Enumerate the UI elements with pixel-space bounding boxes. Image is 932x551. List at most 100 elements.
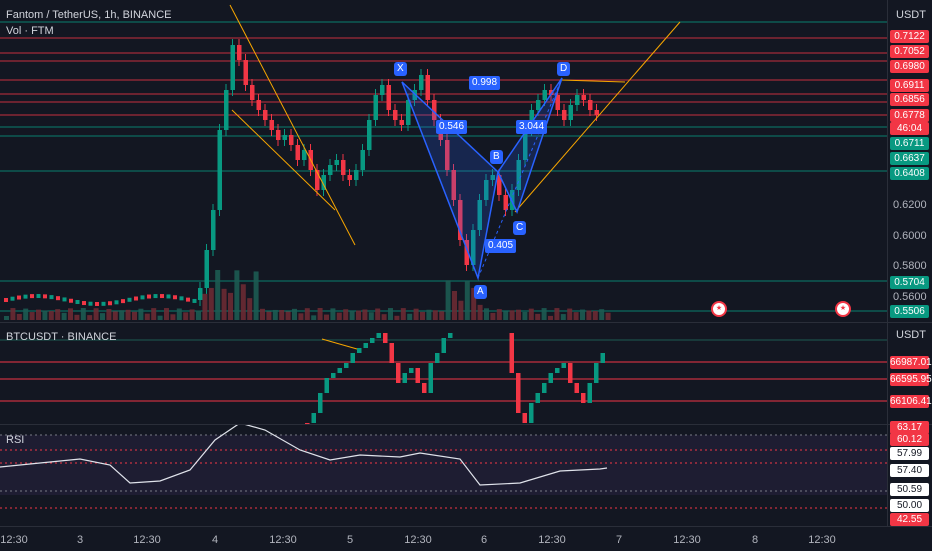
btc-price-axis[interactable]: USDT 66987.01 66595.95 66106.41: [887, 323, 932, 424]
candle: [43, 294, 47, 299]
volume-bar: [458, 300, 464, 320]
candle: [542, 90, 547, 100]
volume-bar: [394, 315, 400, 320]
us-flag-icon[interactable]: ★: [835, 301, 851, 317]
candle: [237, 45, 242, 60]
volume-bar: [509, 310, 515, 320]
price-label-3: 0.6911: [890, 79, 929, 92]
btc-currency-label[interactable]: USDT: [896, 329, 926, 341]
candle: [211, 210, 216, 250]
pattern-point-c: C: [513, 221, 527, 235]
candle: [419, 75, 424, 90]
candle: [581, 95, 586, 100]
pattern-point-b: B: [490, 150, 503, 164]
btc-trendline: [321, 338, 358, 350]
main-price-axis[interactable]: USDT 0.7122 0.7052 0.6980 0.6911 0.6856 …: [887, 0, 932, 322]
price-tick-0580: 0.5800: [893, 260, 927, 272]
volume-bar: [298, 313, 304, 320]
btc-candle: [363, 343, 368, 348]
pattern-xab: [401, 81, 499, 281]
btc-candle: [305, 423, 310, 424]
rsi-pane[interactable]: RSI: [0, 425, 887, 526]
volume-bar: [560, 314, 566, 320]
volume-legend[interactable]: Vol · FTM: [6, 25, 54, 37]
candle: [276, 130, 281, 140]
rsi-label-3: 57.40: [890, 464, 929, 477]
volume-bar: [253, 271, 259, 320]
candle: [477, 200, 482, 230]
volume-bar: [189, 309, 195, 320]
pattern-dash: [401, 81, 499, 173]
currency-label[interactable]: USDT: [896, 9, 926, 21]
volume-bar: [119, 310, 125, 320]
volume-bar: [496, 309, 502, 320]
volume-bar: [247, 298, 253, 320]
candle: [510, 190, 515, 210]
btc-legend[interactable]: BTCUSDT · BINANCE: [6, 331, 117, 343]
btc-candle: [435, 353, 440, 363]
candle: [432, 100, 437, 120]
candle: [425, 75, 430, 100]
volume-bar: [183, 312, 189, 320]
btc-candle: [409, 368, 414, 373]
btc-chart[interactable]: [0, 323, 887, 424]
price-label-10: 0.5704: [890, 276, 929, 289]
volume-bar: [516, 309, 521, 320]
pane-separator[interactable]: [0, 424, 932, 425]
candle: [386, 85, 391, 110]
volume-bar: [48, 311, 54, 320]
main-chart-pane[interactable]: Fantom / TetherUS, 1h, BINANCE Vol · FTM…: [0, 0, 887, 322]
main-chart[interactable]: [0, 0, 887, 322]
countdown-label: 46:04: [890, 122, 929, 135]
btc-candle: [568, 363, 573, 383]
candle: [315, 170, 320, 190]
volume-bar: [343, 309, 349, 320]
time-label: 6: [480, 534, 488, 546]
pattern-point-x: X: [394, 62, 407, 76]
volume-bar: [10, 308, 16, 320]
volume-bar: [170, 314, 176, 320]
btc-candle: [548, 373, 553, 383]
rsi-legend[interactable]: RSI: [6, 434, 25, 446]
pattern-point-a: A: [474, 285, 487, 299]
us-flag-icon[interactable]: ★: [711, 301, 727, 317]
btc-pane[interactable]: BTCUSDT · BINANCE: [0, 323, 887, 424]
rsi-label-1: 60.12: [890, 433, 929, 446]
candle: [166, 294, 171, 299]
candle: [536, 100, 541, 110]
candle: [393, 110, 398, 120]
btc-candle: [370, 338, 375, 343]
volume-bar: [528, 308, 534, 320]
volume-bar: [362, 309, 368, 320]
btc-candle: [331, 373, 336, 378]
candle: [367, 120, 372, 150]
volume-bar: [260, 308, 265, 320]
volume-bar: [279, 310, 285, 320]
candle: [153, 294, 158, 299]
candle: [217, 130, 222, 210]
btc-candle: [344, 363, 349, 368]
rsi-chart[interactable]: [0, 425, 887, 526]
volume-bar: [74, 314, 80, 320]
rsi-label-6: 42.55: [890, 513, 929, 526]
rsi-label-2: 57.99: [890, 447, 929, 460]
btc-candle: [383, 333, 388, 343]
volume-bar: [36, 309, 41, 320]
candle: [198, 288, 203, 300]
candle: [140, 295, 145, 300]
time-axis[interactable]: 12:30 3 12:30 4 12:30 5 12:30 6 12:30 7 …: [0, 526, 932, 551]
pane-separator[interactable]: [0, 322, 932, 323]
candle: [289, 135, 294, 145]
volume-bar: [554, 308, 560, 320]
candle: [497, 175, 502, 195]
volume-bar: [356, 310, 361, 320]
rsi-axis[interactable]: 63.17 60.12 57.99 57.40 50.59 50.00 42.5…: [887, 421, 932, 526]
volume-bar: [580, 309, 585, 320]
volume-bar: [234, 270, 240, 320]
candle: [10, 296, 15, 301]
volume-bar: [285, 311, 291, 320]
price-label-1: 0.7052: [890, 45, 929, 58]
symbol-title[interactable]: Fantom / TetherUS, 1h, BINANCE: [6, 9, 172, 21]
volume-bar: [240, 284, 246, 320]
candle: [490, 175, 495, 180]
